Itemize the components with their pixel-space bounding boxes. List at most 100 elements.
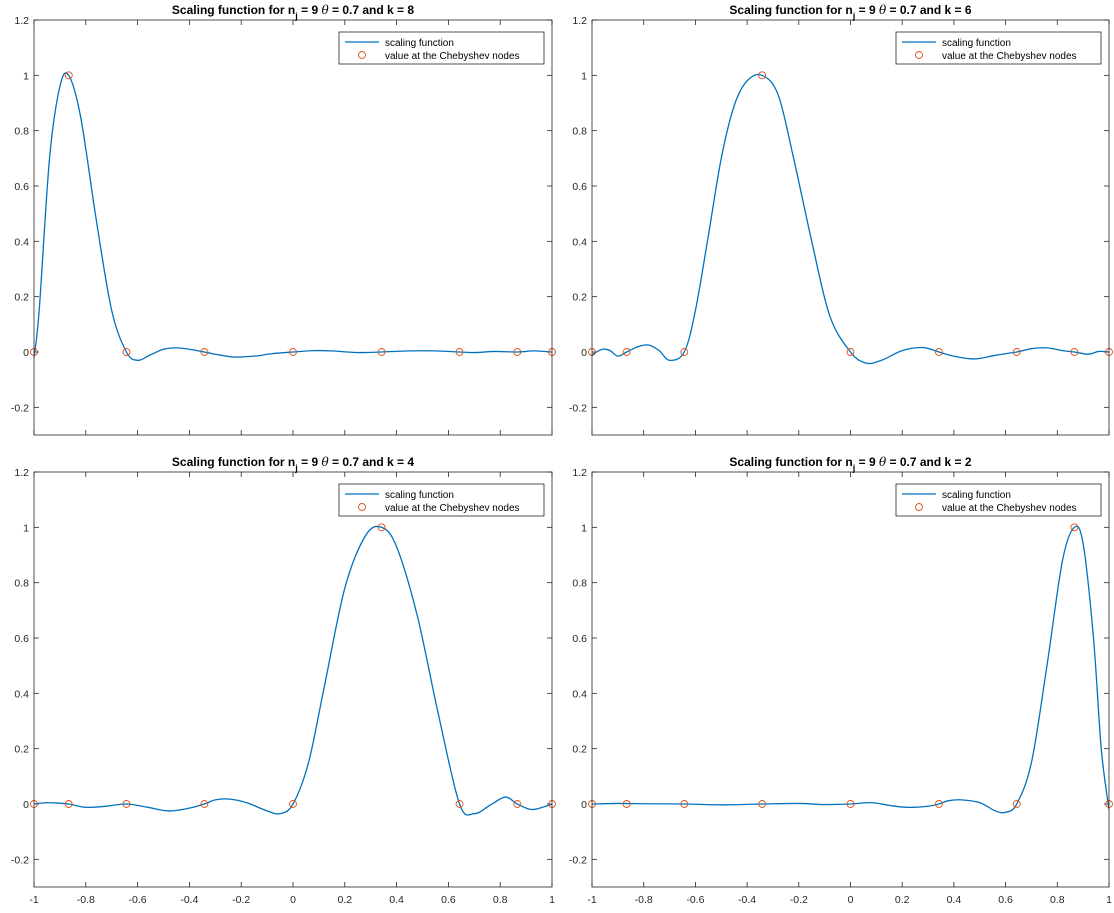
x-tick-label: -1	[29, 894, 38, 906]
legend-marker-swatch	[915, 51, 923, 59]
chebyshev-node-marker	[934, 800, 943, 808]
x-tick-label: -0.6	[686, 894, 704, 906]
x-tick-label: 1	[549, 894, 555, 906]
y-tick-label: 1.2	[14, 15, 29, 27]
y-tick-label: 0.6	[14, 633, 29, 645]
y-tick-label: 0.2	[14, 744, 29, 756]
chebyshev-node-marker	[758, 800, 767, 808]
scaling-function-line	[34, 525, 552, 816]
chebyshev-node-marker	[622, 348, 631, 356]
y-tick-label: 0.4	[14, 236, 29, 248]
chebyshev-node-marker	[455, 800, 464, 808]
scaling-function-line	[592, 73, 1109, 365]
chart-title: Scaling function for nj = 9 θ = 0.7 and …	[172, 455, 414, 473]
chart-title: Scaling function for nj = 9 θ = 0.7 and …	[172, 3, 414, 21]
y-tick-label: 0.6	[14, 181, 29, 193]
legend-entry: value at the Chebyshev nodes	[385, 51, 520, 62]
y-tick-label: -0.2	[569, 402, 587, 414]
legend-entry: scaling function	[942, 38, 1011, 49]
legend-entry: scaling function	[385, 38, 454, 49]
axes-box	[33, 19, 553, 436]
legend-box	[338, 483, 545, 517]
chebyshev-node-marker	[1070, 523, 1079, 532]
legend-entry: scaling function	[385, 490, 454, 501]
y-tick-label: 0.4	[572, 688, 587, 700]
chebyshev-node-marker	[513, 800, 522, 808]
subplot-k6: -0.2 0 0.2 0.4 0.6 0.8 1 1.2 Scaling function fo…	[569, 3, 1113, 436]
y-tick-label: 1.2	[14, 467, 29, 479]
subplot-k8: -0.2 0 0.2 0.4 0.6 0.8 1 1.2 Scaling function fo…	[11, 3, 556, 436]
chebyshev-node-marker	[513, 348, 522, 356]
y-tick-label: 0	[23, 799, 29, 811]
y-tick-label: 0	[581, 347, 587, 359]
chebyshev-node-marker	[846, 348, 855, 356]
y-tick-label: 0	[581, 799, 587, 811]
y-tick-label: 0.2	[572, 292, 587, 304]
chebyshev-node-marker	[122, 348, 131, 356]
x-tick-label: 0.2	[337, 894, 352, 906]
y-tick-label: 0.2	[14, 292, 29, 304]
y-tick-label: 1.2	[572, 15, 587, 27]
chebyshev-node-marker	[200, 800, 209, 808]
legend-marker-swatch	[358, 51, 366, 59]
chebyshev-node-marker	[1070, 348, 1079, 356]
x-tick-label: -0.4	[180, 894, 198, 906]
chebyshev-node-marker	[200, 348, 209, 356]
x-tick-label: -0.2	[232, 894, 250, 906]
x-tick-label: -0.2	[790, 894, 808, 906]
chebyshev-node-marker	[1012, 800, 1021, 808]
x-tick-label: 0.6	[441, 894, 456, 906]
y-tick-label: 1	[23, 522, 29, 534]
legend-box	[895, 483, 1102, 517]
scaling-function-line	[592, 525, 1109, 814]
y-tick-label: 0.8	[572, 578, 587, 590]
y-tick-label: -0.2	[11, 854, 29, 866]
chart-title: Scaling function for nj = 9 θ = 0.7 and …	[729, 455, 971, 473]
chebyshev-node-marker	[680, 800, 689, 808]
legend-box	[338, 31, 545, 65]
legend-entry: value at the Chebyshev nodes	[942, 503, 1077, 514]
plot-area	[592, 472, 1109, 887]
chebyshev-node-marker	[377, 523, 386, 532]
plot-area	[34, 20, 552, 435]
x-tick-label: -0.8	[77, 894, 95, 906]
legend-entry: value at the Chebyshev nodes	[942, 51, 1077, 62]
chebyshev-node-marker	[680, 348, 689, 356]
y-tick-label: 0.8	[572, 126, 587, 138]
y-tick-label: 0.6	[572, 633, 587, 645]
chebyshev-node-marker	[758, 71, 767, 80]
plot-area	[592, 20, 1109, 435]
y-tick-label: 0.4	[572, 236, 587, 248]
legend-marker-swatch	[915, 503, 923, 511]
y-tick-label: 1.2	[572, 467, 587, 479]
y-tick-label: 1	[23, 70, 29, 82]
chebyshev-node-marker	[122, 800, 131, 808]
chebyshev-node-marker	[1012, 348, 1021, 356]
y-tick-label: 0.4	[14, 688, 29, 700]
chebyshev-node-marker	[455, 348, 464, 356]
y-tick-label: 0.2	[572, 744, 587, 756]
y-tick-label: 1	[581, 522, 587, 534]
x-tick-label: 0.4	[389, 894, 404, 906]
x-tick-label: -1	[587, 894, 596, 906]
scaling-function-line	[34, 72, 552, 361]
chebyshev-node-marker	[64, 71, 73, 80]
x-tick-label: -0.6	[129, 894, 147, 906]
legend-box	[895, 31, 1102, 65]
chebyshev-node-marker	[64, 800, 73, 808]
chebyshev-node-marker	[377, 348, 386, 356]
chebyshev-node-marker	[622, 800, 631, 808]
x-tick-label: 0.6	[998, 894, 1013, 906]
x-tick-label: 0.8	[1050, 894, 1065, 906]
chebyshev-node-marker	[289, 348, 297, 356]
x-tick-label: 0	[290, 894, 296, 906]
axes-box	[591, 471, 1110, 888]
y-tick-label: 0.8	[14, 126, 29, 138]
y-tick-label: 0.6	[572, 181, 587, 193]
legend-entry: scaling function	[942, 490, 1011, 501]
x-tick-label: 0.8	[493, 894, 508, 906]
legend-entry: value at the Chebyshev nodes	[385, 503, 520, 514]
y-tick-label: 0	[23, 347, 29, 359]
x-tick-label: 0.2	[895, 894, 910, 906]
plot-area	[34, 472, 552, 887]
